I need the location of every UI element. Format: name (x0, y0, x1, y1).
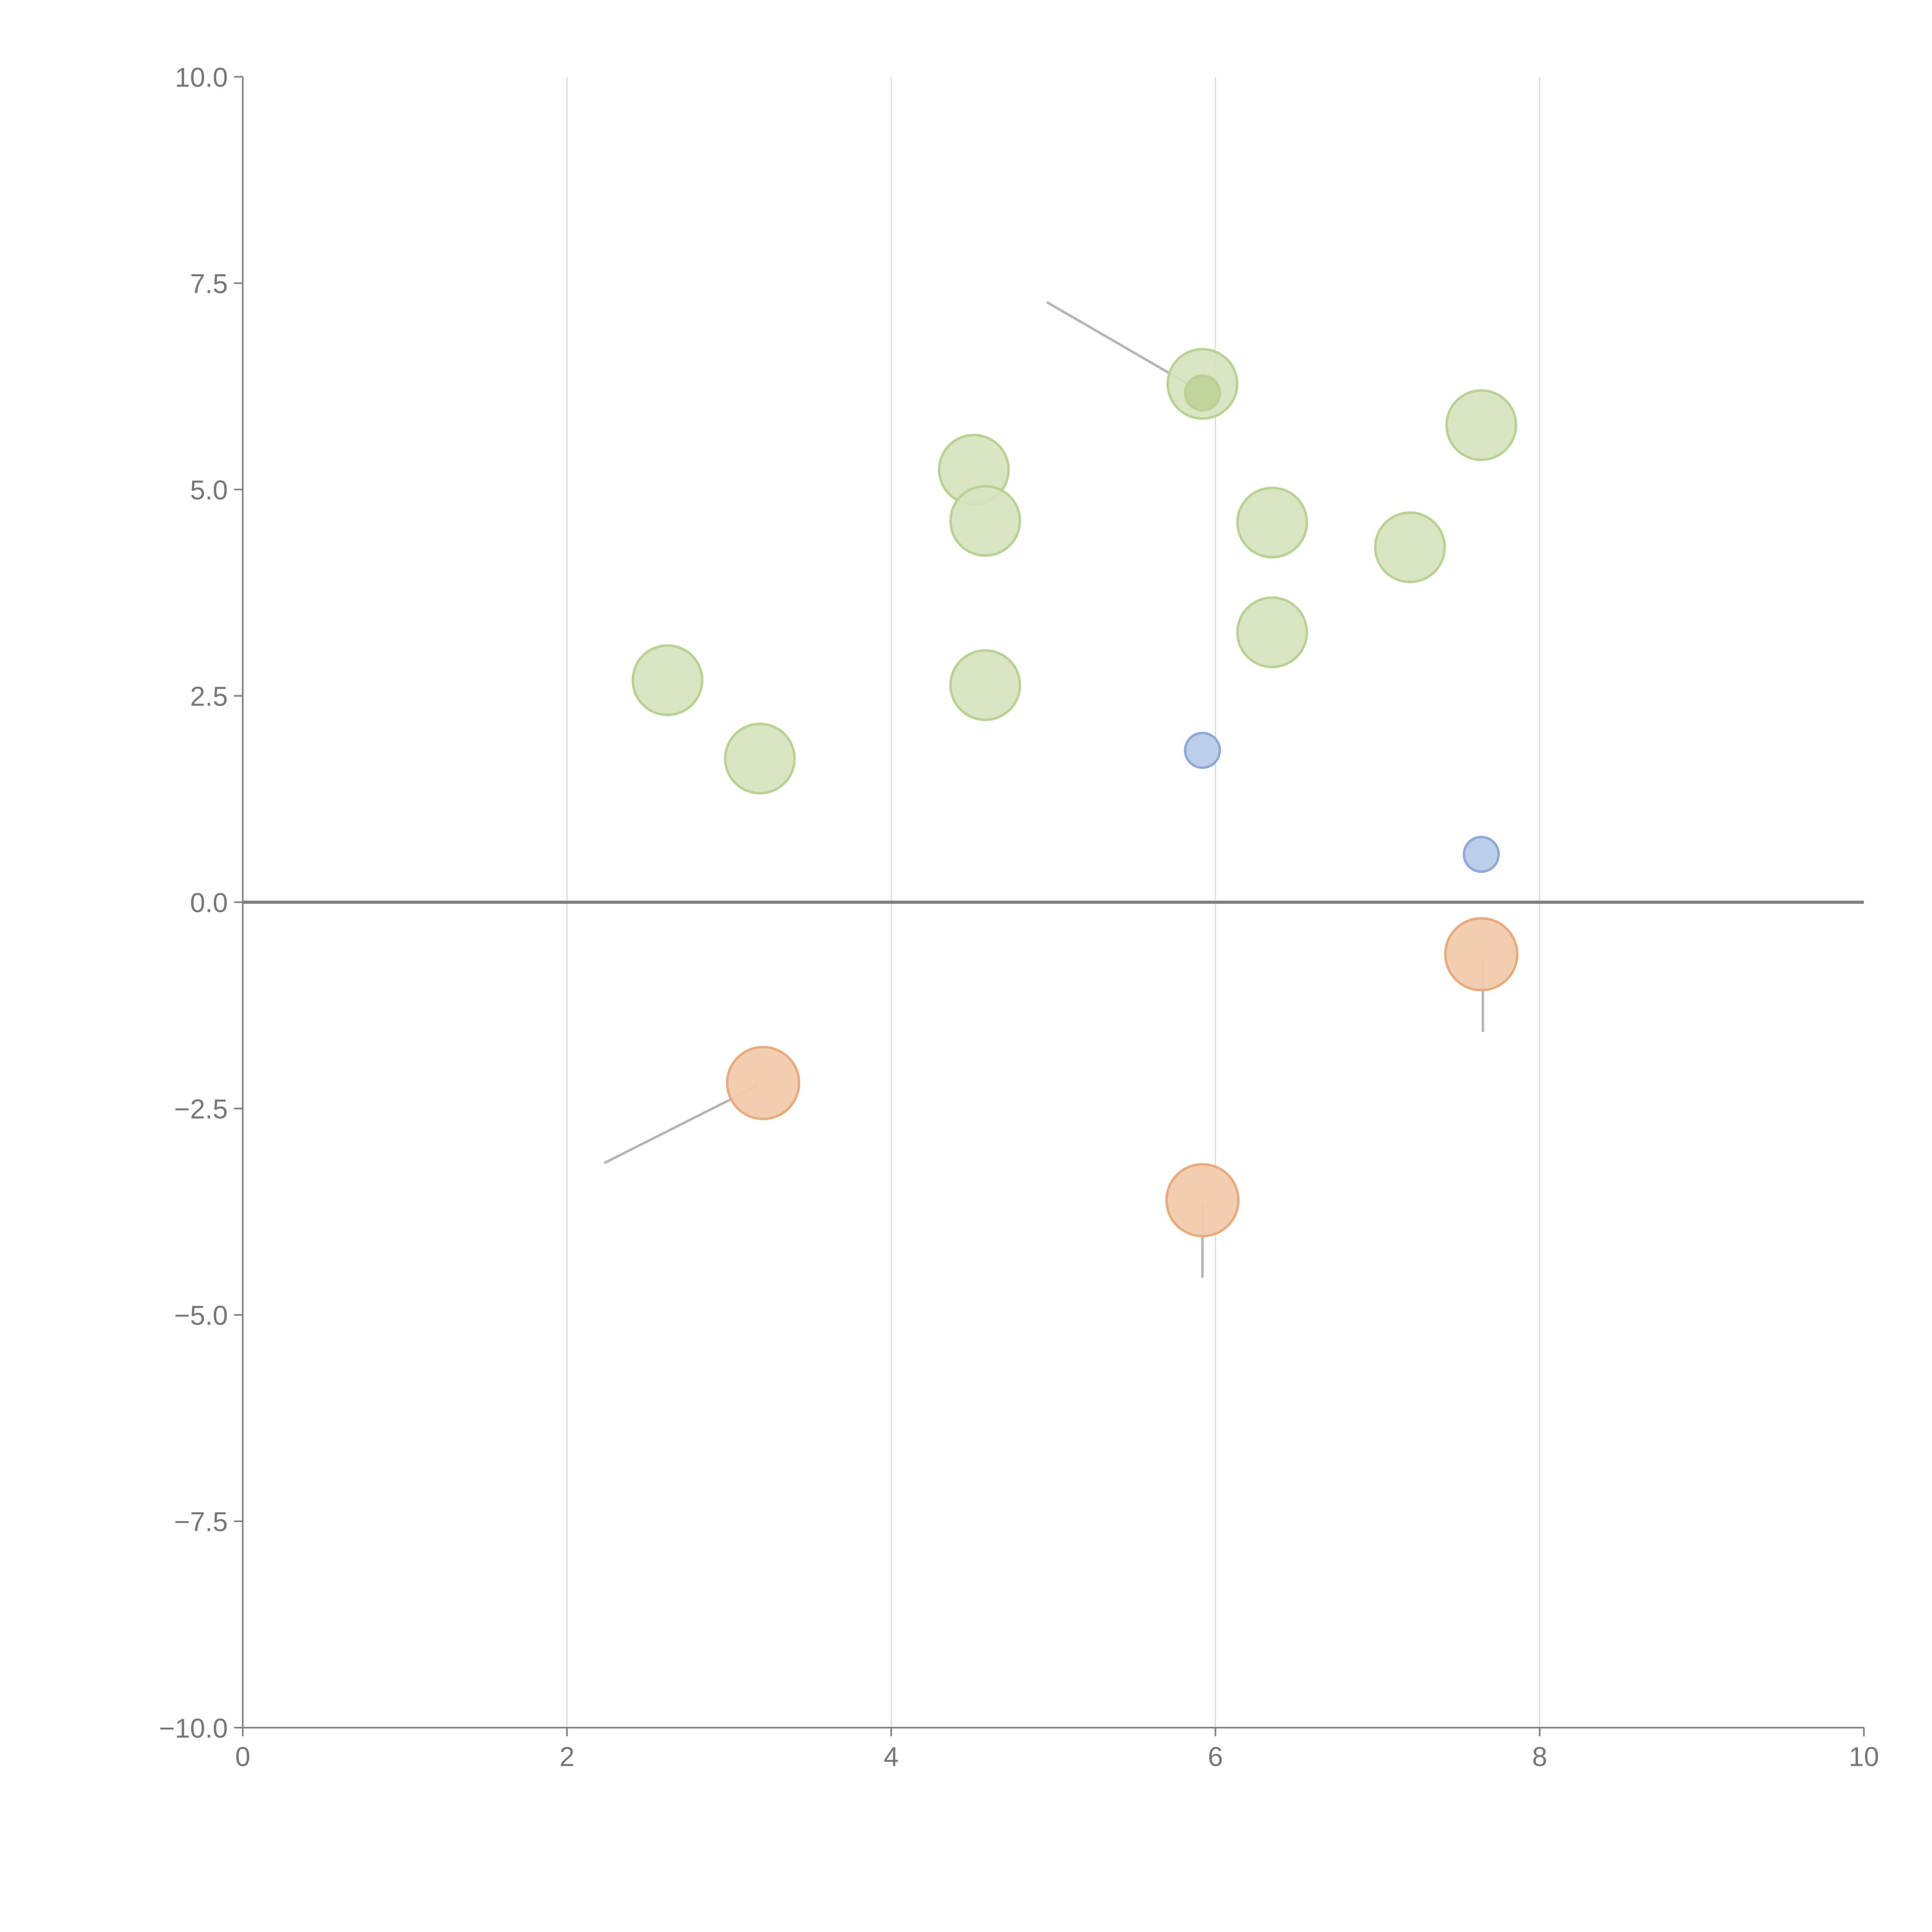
x-tick-label: 4 (884, 1742, 899, 1772)
orange-point (1444, 917, 1519, 992)
green-point (724, 723, 796, 795)
y-tick-label: 0.0 (190, 888, 228, 918)
blue-point (1463, 835, 1500, 873)
y-tick-label: 2.5 (190, 681, 228, 712)
green-point (1374, 511, 1446, 583)
x-tick-label: 10 (1849, 1742, 1879, 1772)
y-tick-label: −10.0 (159, 1713, 228, 1743)
green-point (1236, 596, 1308, 668)
y-tick-label: −2.5 (174, 1094, 228, 1124)
green-point (949, 485, 1021, 557)
orange-point (726, 1046, 801, 1120)
green-point (1236, 486, 1308, 559)
orange-point (1165, 1163, 1240, 1238)
blue-point (1184, 731, 1221, 769)
data-points (631, 348, 1519, 1238)
x-tick-label: 8 (1532, 1742, 1547, 1772)
y-tick-label: 10.0 (175, 62, 228, 92)
green-point (1445, 389, 1517, 461)
x-tick-label: 6 (1208, 1742, 1223, 1772)
green-small-point (1184, 374, 1221, 412)
axes: 0 2 4 6 8 10 10.0 7.5 5.0 2.5 0.0 −2.5 −5.0 −7.5 −10.0 (159, 62, 1879, 1772)
green-point (631, 644, 704, 716)
y-tick-label: 5.0 (190, 474, 228, 505)
green-point (949, 649, 1021, 721)
x-tick-label: 2 (560, 1742, 575, 1772)
y-tick-label: 7.5 (190, 268, 228, 299)
y-tick-label: −7.5 (174, 1507, 228, 1537)
leader-lines (604, 301, 1484, 1278)
y-tick-label: −5.0 (174, 1300, 228, 1331)
x-tick-label: 0 (235, 1742, 250, 1772)
